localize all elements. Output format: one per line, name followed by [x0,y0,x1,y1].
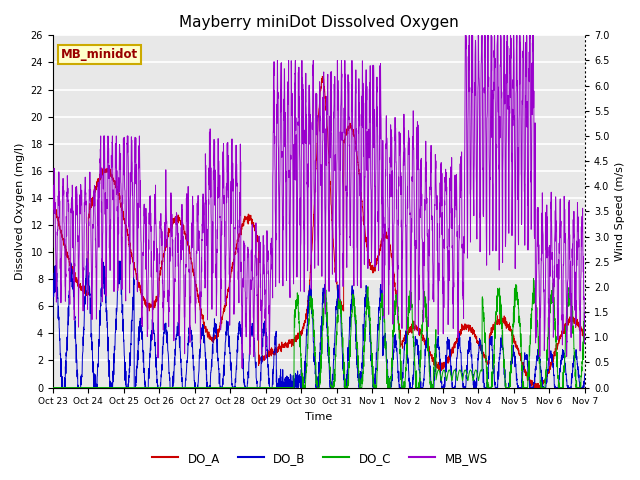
Text: MB_minidot: MB_minidot [61,48,138,60]
X-axis label: Time: Time [305,412,332,422]
Title: Mayberry miniDot Dissolved Oxygen: Mayberry miniDot Dissolved Oxygen [179,15,459,30]
Y-axis label: Dissolved Oxygen (mg/l): Dissolved Oxygen (mg/l) [15,143,25,280]
Y-axis label: Wind Speed (m/s): Wind Speed (m/s) [615,162,625,261]
Legend: DO_A, DO_B, DO_C, MB_WS: DO_A, DO_B, DO_C, MB_WS [148,447,492,469]
